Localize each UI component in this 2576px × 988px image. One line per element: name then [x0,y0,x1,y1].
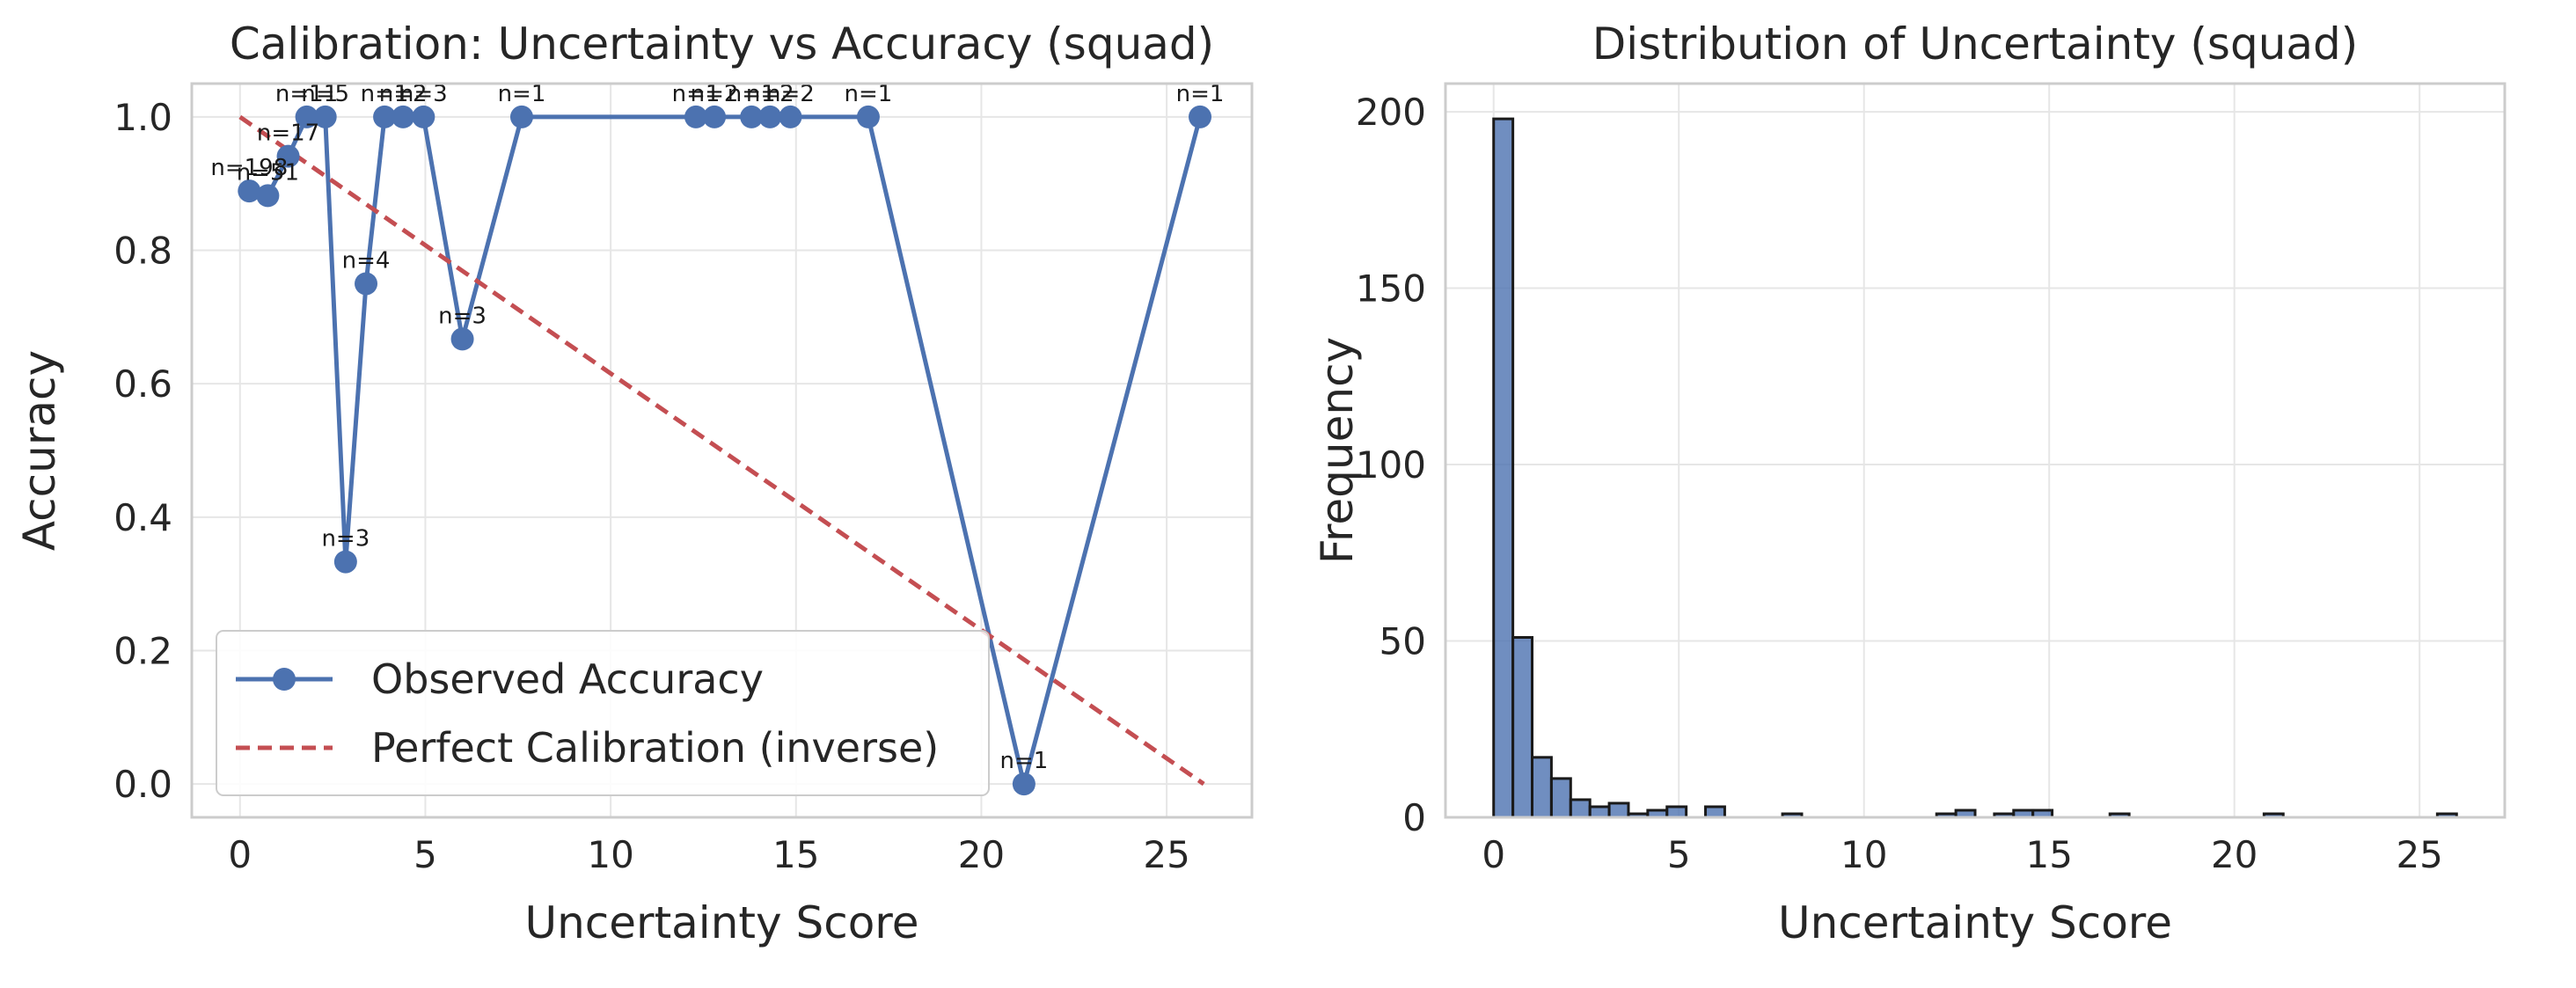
point-count-label: n=1 [361,81,409,107]
y-tick-label: 50 [1379,620,1426,663]
histogram-bar [1704,805,1726,819]
point-count-label: n=5 [301,81,349,107]
calibration-plot: Calibration: Uncertainty vs Accuracy (sq… [14,18,1254,948]
histogram-bar [1665,805,1688,819]
x-tick-label: 20 [958,833,1005,876]
data-point [412,105,435,128]
data-point [295,105,318,128]
data-point [740,105,764,128]
y-tick-label: 100 [1356,443,1426,487]
point-count-label: n=1 [999,748,1048,774]
histogram-bar [1588,805,1611,819]
point-count-label: n=3 [399,81,448,107]
histogram-bar [1511,636,1534,819]
x-axis-label: Uncertainty Score [524,897,918,948]
histogram-bar [1607,801,1630,819]
data-point [276,144,300,168]
legend-label-observed: Observed Accuracy [371,655,764,703]
point-count-label: n=11 [275,81,338,107]
point-count-label: n=17 [257,121,319,147]
data-point [856,105,880,128]
histogram-bar [1531,756,1553,819]
point-count-label: n=2 [766,81,815,107]
point-count-label: n=1 [1176,81,1225,107]
data-point [256,184,280,208]
histogram-bar [1492,117,1515,819]
point-count-label: n=1 [728,81,776,107]
point-count-label: n=2 [379,81,428,107]
data-point [779,105,802,128]
legend-box [216,630,990,796]
x-tick-label: 5 [413,833,437,876]
x-tick-label: 10 [587,833,633,876]
plot-frame [1444,82,2506,819]
x-tick-label: 25 [1143,833,1189,876]
data-point [238,179,261,203]
histogram-bar [1549,777,1572,819]
legend-label-perfect: Perfect Calibration (inverse) [371,724,939,772]
data-point [1189,105,1212,128]
legend: Observed Accuracy Perfect Calibration (i… [216,630,990,796]
x-axis-label: Uncertainty Score [1778,897,2172,948]
point-count-label: n=198 [210,155,288,181]
point-count-label: n=3 [321,526,370,553]
data-point [355,272,378,296]
x-tick-label: 0 [228,833,252,876]
y-tick-label: 0.8 [113,230,172,273]
x-tick-label: 5 [1667,833,1691,876]
plot-frame [190,82,1254,819]
y-tick-label: 0.6 [113,362,172,406]
y-tick-label: 0.2 [113,629,172,672]
point-count-label: n=2 [691,81,739,107]
y-tick-label: 150 [1356,267,1426,311]
point-count-label: n=2 [746,81,794,107]
data-point [1012,772,1036,796]
chart-title: Calibration: Uncertainty vs Accuracy (sq… [230,18,1214,70]
chart-title: Distribution of Uncertainty (squad) [1592,18,2359,70]
data-point [373,105,397,128]
x-tick-label: 0 [1482,833,1505,876]
y-tick-label: 0 [1402,796,1426,839]
point-count-label: n=1 [845,81,893,107]
perfect-calibration-line [238,114,1205,787]
y-tick-label: 0.4 [113,496,172,539]
data-point [313,105,337,128]
point-count-label: n=1 [672,81,721,107]
data-point [703,105,727,128]
point-count-label: n=4 [342,247,391,274]
data-point [333,550,357,574]
data-point [392,105,415,128]
x-tick-label: 15 [772,833,819,876]
point-count-label: n=51 [237,159,299,186]
x-tick-label: 10 [1841,833,1887,876]
y-axis-label: Accuracy [14,350,65,551]
data-point [450,327,474,351]
y-tick-label: 0.0 [113,763,172,806]
x-tick-label: 20 [2211,833,2258,876]
point-count-label: n=3 [438,303,487,329]
x-tick-label: 25 [2396,833,2442,876]
y-tick-label: 1.0 [113,96,172,139]
legend-marker-observed [273,668,296,691]
y-tick-label: 200 [1356,91,1426,134]
histogram-bar [1569,798,1592,819]
data-point [509,105,533,128]
data-point [758,105,782,128]
x-tick-label: 15 [2025,833,2072,876]
data-point [684,105,708,128]
histogram-plot: Distribution of Uncertainty (squad) Unce… [1312,18,2506,948]
point-count-label: n=1 [498,81,546,107]
y-axis-label: Frequency [1312,337,1363,564]
